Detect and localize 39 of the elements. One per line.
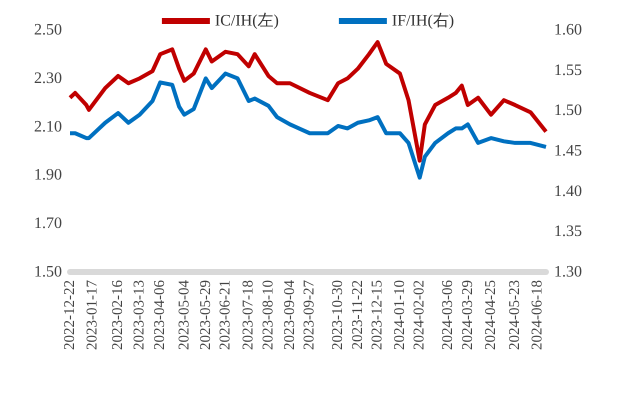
x-tick-label: 2023-09-04	[282, 280, 298, 350]
x-tick-label: 2024-01-10	[392, 280, 408, 350]
x-tick-label: 2023-12-15	[370, 280, 386, 350]
y2-tick-label: 1.60	[554, 22, 582, 38]
x-tick-label: 2024-05-23	[507, 280, 524, 350]
x-tick-label: 2023-10-30	[330, 280, 346, 350]
x-tick-label: 2022-12-22	[62, 280, 78, 350]
y-tick-label: 2.50	[34, 22, 62, 38]
y2-tick-label: 1.55	[554, 62, 582, 79]
y2-tick-label: 1.50	[554, 102, 582, 120]
x-tick-label: 2023-05-04	[176, 280, 192, 350]
x-tick-label: 2023-04-06	[152, 280, 168, 350]
x-tick-label: 2023-03-13	[132, 280, 148, 350]
y2-tick-label: 1.35	[554, 223, 582, 240]
y2-tick-label: 1.30	[554, 264, 582, 280]
x-tick-label: 2024-03-06	[440, 280, 456, 350]
x-tick-label: 2023-01-17	[84, 280, 100, 350]
y-tick-label: 1.90	[34, 166, 62, 184]
x-tick-label: 2023-08-10	[260, 280, 276, 350]
y-tick-label: 1.50	[34, 264, 62, 280]
line-series	[68, 40, 548, 163]
x-tick-label: 2024-04-25	[483, 280, 500, 350]
legend-label: IC/IH(左)	[214, 12, 279, 30]
x-tick-label: 2023-02-16	[110, 280, 126, 350]
x-tick-label: 2023-07-18	[240, 280, 257, 350]
y2-tick-label: 1.40	[554, 182, 582, 200]
x-tick-label: 2023-05-29	[198, 280, 214, 350]
y2-tick-label: 1.45	[554, 142, 582, 160]
y-tick-label: 2.10	[34, 118, 62, 136]
x-tick-label: 2024-06-18	[529, 280, 546, 350]
x-tick-label: 2024-03-29	[460, 280, 476, 350]
y-tick-label: 1.70	[34, 215, 62, 232]
y-tick-label: 2.30	[34, 70, 62, 87]
x-tick-label: 2023-11-22	[350, 280, 366, 350]
legend-label: IF/IH(右)	[392, 12, 454, 30]
x-tick-label: 2023-06-21	[218, 280, 234, 350]
line-series	[68, 72, 548, 180]
x-tick-label: 2023-09-27	[302, 280, 318, 350]
x-tick-label: 2024-02-02	[412, 280, 428, 350]
